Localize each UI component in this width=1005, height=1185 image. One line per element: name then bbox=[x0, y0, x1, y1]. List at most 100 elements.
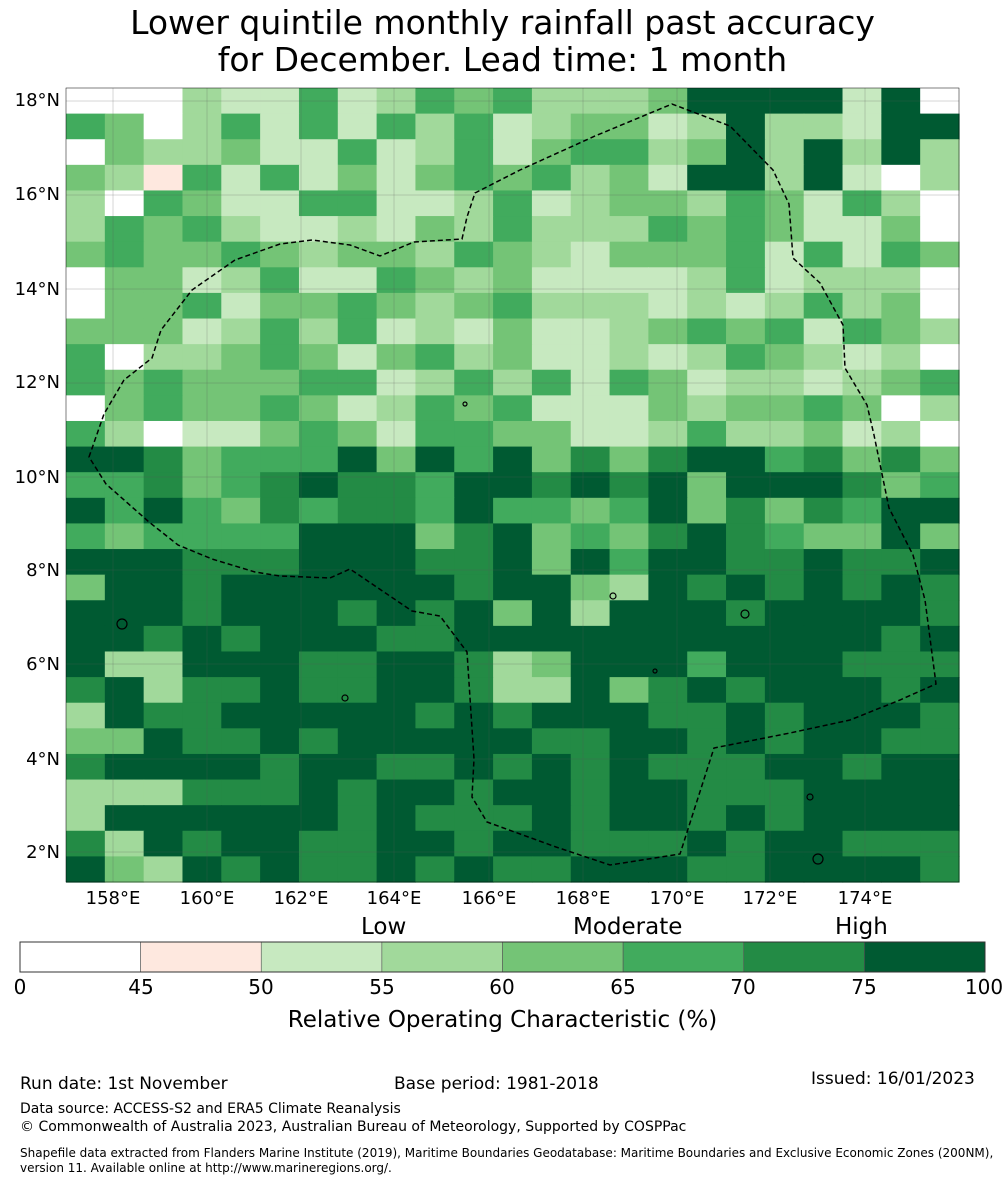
grid-cell bbox=[881, 216, 921, 243]
grid-cell bbox=[531, 702, 572, 729]
grid-cell bbox=[531, 446, 572, 473]
grid-cell bbox=[182, 625, 222, 653]
grid-cell bbox=[66, 139, 106, 166]
grid-cell bbox=[260, 497, 300, 525]
grid-cell bbox=[531, 728, 572, 755]
grid-cell bbox=[842, 651, 882, 678]
grid-cell bbox=[66, 318, 106, 345]
copyright: © Commonwealth of Australia 2023, Austra… bbox=[20, 1119, 687, 1135]
grid-cell bbox=[298, 753, 339, 781]
grid-cell bbox=[570, 702, 611, 729]
grid-cell bbox=[415, 139, 455, 166]
grid-cell bbox=[415, 164, 455, 192]
grid-cell bbox=[260, 651, 300, 678]
grid-cell bbox=[260, 344, 300, 371]
grid-cell bbox=[493, 728, 533, 755]
grid-cell bbox=[66, 856, 106, 883]
grid-cell bbox=[764, 292, 805, 320]
grid-cell bbox=[609, 728, 649, 755]
grid-cell bbox=[881, 164, 921, 192]
colorbar-segment bbox=[381, 941, 503, 973]
grid-cell bbox=[726, 856, 766, 883]
grid-cell bbox=[531, 497, 572, 525]
grid-cell bbox=[531, 139, 572, 166]
grid-cell bbox=[687, 344, 727, 371]
grid-cell bbox=[454, 779, 494, 806]
grid-cell bbox=[221, 216, 261, 243]
grid-cell bbox=[221, 702, 261, 729]
grid-cell bbox=[531, 190, 572, 217]
grid-cell bbox=[104, 446, 145, 473]
grid-cell bbox=[493, 779, 533, 806]
grid-cell bbox=[221, 753, 261, 781]
grid-cell bbox=[298, 677, 339, 704]
grid-cell bbox=[376, 241, 417, 268]
grid-cell bbox=[687, 779, 727, 806]
grid-cell bbox=[337, 472, 378, 499]
grid-cell bbox=[803, 395, 844, 422]
grid-cell bbox=[415, 190, 455, 217]
grid-cell bbox=[454, 420, 494, 448]
shapefile-credit: Shapefile data extracted from Flanders M… bbox=[20, 1146, 994, 1175]
grid-cell bbox=[454, 728, 494, 755]
grid-cell bbox=[881, 651, 921, 678]
grid-cell bbox=[66, 292, 106, 320]
grid-cell bbox=[104, 830, 145, 857]
grid-cell bbox=[648, 139, 688, 166]
grid-cell bbox=[764, 446, 805, 473]
grid-cell bbox=[609, 344, 649, 371]
grid-cell bbox=[842, 190, 882, 217]
grid-cell bbox=[920, 549, 960, 576]
grid-cell bbox=[104, 728, 145, 755]
grid-cell bbox=[570, 753, 611, 781]
grid-cell bbox=[143, 651, 184, 678]
grid-cell bbox=[221, 651, 261, 678]
grid-cell bbox=[881, 805, 921, 832]
grid-cell bbox=[298, 164, 339, 192]
grid-cell bbox=[726, 753, 766, 781]
grid-cell bbox=[376, 549, 417, 576]
grid-cell bbox=[260, 164, 300, 192]
grid-cell bbox=[764, 472, 805, 499]
grid-cell bbox=[376, 805, 417, 832]
grid-cell bbox=[66, 805, 106, 832]
grid-cell bbox=[570, 446, 611, 473]
grid-cell bbox=[764, 549, 805, 576]
grid-cell bbox=[531, 779, 572, 806]
grid-cell bbox=[920, 728, 960, 755]
grid-cell bbox=[764, 190, 805, 217]
grid-cell bbox=[182, 805, 222, 832]
grid-cell bbox=[803, 318, 844, 345]
grid-cell bbox=[570, 779, 611, 806]
grid-cell bbox=[493, 446, 533, 473]
grid-cell bbox=[376, 472, 417, 499]
grid-cell bbox=[454, 292, 494, 320]
grid-cell bbox=[648, 549, 688, 576]
grid-cell bbox=[803, 702, 844, 729]
grid-cell bbox=[66, 549, 106, 576]
grid-cell bbox=[920, 395, 960, 422]
grid-cell bbox=[221, 600, 261, 627]
grid-cell bbox=[221, 241, 261, 268]
grid-cell bbox=[920, 292, 960, 320]
grid-cell bbox=[842, 267, 882, 294]
grid-cell bbox=[609, 446, 649, 473]
grid-cell bbox=[376, 292, 417, 320]
grid-cell bbox=[415, 318, 455, 345]
grid-cell bbox=[803, 472, 844, 499]
lat-label: 2°N bbox=[26, 842, 60, 863]
grid-cell bbox=[648, 113, 688, 140]
grid-cell bbox=[803, 677, 844, 704]
grid-cell bbox=[221, 805, 261, 832]
grid-cell bbox=[182, 267, 222, 294]
grid-cell bbox=[454, 113, 494, 140]
grid-cell bbox=[376, 420, 417, 448]
eez-boundary bbox=[88, 103, 937, 866]
grid-cell bbox=[260, 702, 300, 729]
grid-cell bbox=[221, 267, 261, 294]
grid-cell bbox=[803, 241, 844, 268]
grid-cell bbox=[842, 216, 882, 243]
grid-cell bbox=[298, 600, 339, 627]
grid-cell bbox=[570, 856, 611, 883]
colorbar-tick: 65 bbox=[610, 975, 636, 999]
